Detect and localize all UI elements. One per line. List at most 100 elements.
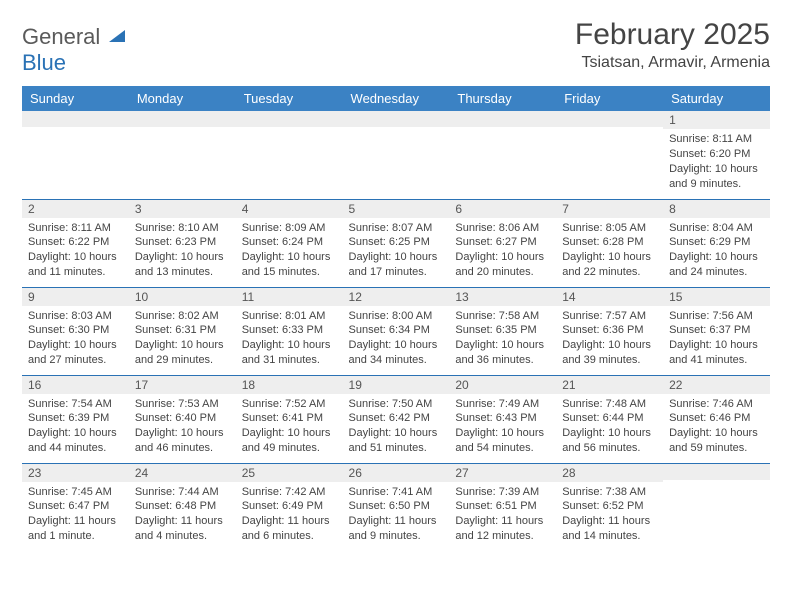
weekday-header: Tuesday: [236, 86, 343, 111]
sunset-text: Sunset: 6:33 PM: [242, 323, 337, 338]
calendar-day-cell: 28Sunrise: 7:38 AMSunset: 6:52 PMDayligh…: [556, 463, 663, 551]
sunset-text: Sunset: 6:49 PM: [242, 499, 337, 514]
daylight-text: Daylight: 10 hours and 27 minutes.: [28, 338, 123, 368]
sunset-text: Sunset: 6:43 PM: [455, 411, 550, 426]
day-content: Sunrise: 8:09 AMSunset: 6:24 PMDaylight:…: [236, 218, 343, 284]
month-title: February 2025: [575, 18, 770, 52]
calendar-day-cell: 19Sunrise: 7:50 AMSunset: 6:42 PMDayligh…: [343, 375, 450, 463]
day-number: [22, 111, 129, 127]
day-content: Sunrise: 7:46 AMSunset: 6:46 PMDaylight:…: [663, 394, 770, 460]
day-number: [556, 111, 663, 127]
sunset-text: Sunset: 6:34 PM: [349, 323, 444, 338]
sunset-text: Sunset: 6:46 PM: [669, 411, 764, 426]
day-number: 16: [22, 376, 129, 394]
day-number: 5: [343, 200, 450, 218]
calendar-day-cell: 6Sunrise: 8:06 AMSunset: 6:27 PMDaylight…: [449, 199, 556, 287]
calendar-day-cell: 16Sunrise: 7:54 AMSunset: 6:39 PMDayligh…: [22, 375, 129, 463]
day-number: [236, 111, 343, 127]
day-number: 13: [449, 288, 556, 306]
daylight-text: Daylight: 10 hours and 20 minutes.: [455, 250, 550, 280]
weekday-header: Wednesday: [343, 86, 450, 111]
day-content: Sunrise: 7:48 AMSunset: 6:44 PMDaylight:…: [556, 394, 663, 460]
calendar-week-row: 9Sunrise: 8:03 AMSunset: 6:30 PMDaylight…: [22, 287, 770, 375]
day-number: 25: [236, 464, 343, 482]
sunset-text: Sunset: 6:39 PM: [28, 411, 123, 426]
calendar-day-cell: 26Sunrise: 7:41 AMSunset: 6:50 PMDayligh…: [343, 463, 450, 551]
calendar-day-cell: 8Sunrise: 8:04 AMSunset: 6:29 PMDaylight…: [663, 199, 770, 287]
sunset-text: Sunset: 6:23 PM: [135, 235, 230, 250]
calendar-day-cell: 25Sunrise: 7:42 AMSunset: 6:49 PMDayligh…: [236, 463, 343, 551]
calendar-day-cell: [236, 111, 343, 199]
day-number: 14: [556, 288, 663, 306]
sunset-text: Sunset: 6:22 PM: [28, 235, 123, 250]
daylight-text: Daylight: 10 hours and 9 minutes.: [669, 162, 764, 192]
sunrise-text: Sunrise: 7:44 AM: [135, 485, 230, 500]
day-number: [129, 111, 236, 127]
day-number: 9: [22, 288, 129, 306]
sunrise-text: Sunrise: 8:04 AM: [669, 221, 764, 236]
sunrise-text: Sunrise: 8:01 AM: [242, 309, 337, 324]
sunrise-text: Sunrise: 8:06 AM: [455, 221, 550, 236]
sunset-text: Sunset: 6:24 PM: [242, 235, 337, 250]
calendar-week-row: 23Sunrise: 7:45 AMSunset: 6:47 PMDayligh…: [22, 463, 770, 551]
calendar-day-cell: [129, 111, 236, 199]
day-content: Sunrise: 8:07 AMSunset: 6:25 PMDaylight:…: [343, 218, 450, 284]
day-number: 7: [556, 200, 663, 218]
day-content: Sunrise: 7:54 AMSunset: 6:39 PMDaylight:…: [22, 394, 129, 460]
calendar-table: Sunday Monday Tuesday Wednesday Thursday…: [22, 86, 770, 551]
sunrise-text: Sunrise: 7:46 AM: [669, 397, 764, 412]
daylight-text: Daylight: 10 hours and 51 minutes.: [349, 426, 444, 456]
calendar-day-cell: 13Sunrise: 7:58 AMSunset: 6:35 PMDayligh…: [449, 287, 556, 375]
day-number: 12: [343, 288, 450, 306]
day-number: 23: [22, 464, 129, 482]
sunset-text: Sunset: 6:31 PM: [135, 323, 230, 338]
weekday-header-row: Sunday Monday Tuesday Wednesday Thursday…: [22, 86, 770, 111]
calendar-week-row: 1Sunrise: 8:11 AMSunset: 6:20 PMDaylight…: [22, 111, 770, 199]
calendar-day-cell: [556, 111, 663, 199]
day-content: Sunrise: 7:53 AMSunset: 6:40 PMDaylight:…: [129, 394, 236, 460]
calendar-day-cell: 2Sunrise: 8:11 AMSunset: 6:22 PMDaylight…: [22, 199, 129, 287]
header: General Blue February 2025 Tsiatsan, Arm…: [22, 18, 770, 76]
day-number: 10: [129, 288, 236, 306]
weekday-header: Thursday: [449, 86, 556, 111]
daylight-text: Daylight: 10 hours and 22 minutes.: [562, 250, 657, 280]
calendar-day-cell: 1Sunrise: 8:11 AMSunset: 6:20 PMDaylight…: [663, 111, 770, 199]
calendar-day-cell: 18Sunrise: 7:52 AMSunset: 6:41 PMDayligh…: [236, 375, 343, 463]
sunset-text: Sunset: 6:51 PM: [455, 499, 550, 514]
sunset-text: Sunset: 6:37 PM: [669, 323, 764, 338]
calendar-day-cell: 5Sunrise: 8:07 AMSunset: 6:25 PMDaylight…: [343, 199, 450, 287]
weekday-header: Friday: [556, 86, 663, 111]
day-content: Sunrise: 8:01 AMSunset: 6:33 PMDaylight:…: [236, 306, 343, 372]
day-number: 3: [129, 200, 236, 218]
day-content: Sunrise: 8:00 AMSunset: 6:34 PMDaylight:…: [343, 306, 450, 372]
daylight-text: Daylight: 11 hours and 12 minutes.: [455, 514, 550, 544]
sunrise-text: Sunrise: 7:52 AM: [242, 397, 337, 412]
daylight-text: Daylight: 10 hours and 39 minutes.: [562, 338, 657, 368]
day-number: 26: [343, 464, 450, 482]
calendar-day-cell: 15Sunrise: 7:56 AMSunset: 6:37 PMDayligh…: [663, 287, 770, 375]
daylight-text: Daylight: 11 hours and 4 minutes.: [135, 514, 230, 544]
daylight-text: Daylight: 10 hours and 59 minutes.: [669, 426, 764, 456]
sunrise-text: Sunrise: 7:45 AM: [28, 485, 123, 500]
daylight-text: Daylight: 10 hours and 54 minutes.: [455, 426, 550, 456]
calendar-day-cell: [343, 111, 450, 199]
daylight-text: Daylight: 10 hours and 56 minutes.: [562, 426, 657, 456]
sunrise-text: Sunrise: 7:39 AM: [455, 485, 550, 500]
sunset-text: Sunset: 6:40 PM: [135, 411, 230, 426]
day-content: Sunrise: 7:50 AMSunset: 6:42 PMDaylight:…: [343, 394, 450, 460]
sunrise-text: Sunrise: 7:38 AM: [562, 485, 657, 500]
sunrise-text: Sunrise: 8:09 AM: [242, 221, 337, 236]
weekday-header: Monday: [129, 86, 236, 111]
daylight-text: Daylight: 10 hours and 11 minutes.: [28, 250, 123, 280]
calendar-day-cell: [22, 111, 129, 199]
daylight-text: Daylight: 10 hours and 49 minutes.: [242, 426, 337, 456]
calendar-day-cell: 24Sunrise: 7:44 AMSunset: 6:48 PMDayligh…: [129, 463, 236, 551]
daylight-text: Daylight: 11 hours and 6 minutes.: [242, 514, 337, 544]
day-number: 19: [343, 376, 450, 394]
calendar-day-cell: 7Sunrise: 8:05 AMSunset: 6:28 PMDaylight…: [556, 199, 663, 287]
day-content: Sunrise: 8:11 AMSunset: 6:22 PMDaylight:…: [22, 218, 129, 284]
day-number: [449, 111, 556, 127]
sunrise-text: Sunrise: 8:11 AM: [28, 221, 123, 236]
calendar-day-cell: 21Sunrise: 7:48 AMSunset: 6:44 PMDayligh…: [556, 375, 663, 463]
sunrise-text: Sunrise: 7:56 AM: [669, 309, 764, 324]
